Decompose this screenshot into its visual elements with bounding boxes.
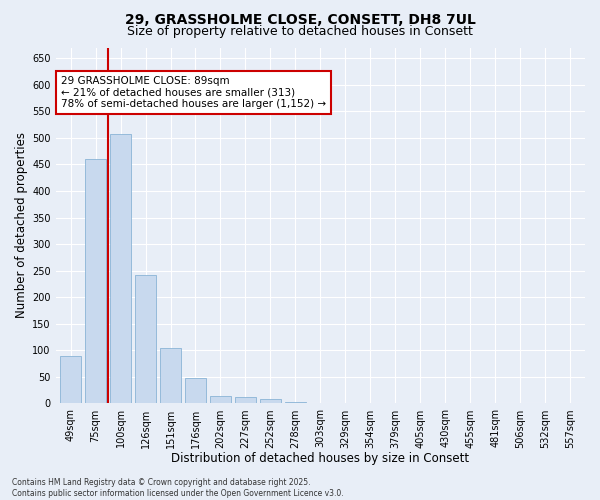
Bar	[310, 403, 331, 404]
Bar	[135, 275, 156, 404]
Y-axis label: Number of detached properties: Number of detached properties	[15, 132, 28, 318]
Text: Contains HM Land Registry data © Crown copyright and database right 2025.
Contai: Contains HM Land Registry data © Crown c…	[12, 478, 344, 498]
X-axis label: Distribution of detached houses by size in Consett: Distribution of detached houses by size …	[171, 452, 469, 465]
Text: Size of property relative to detached houses in Consett: Size of property relative to detached ho…	[127, 25, 473, 38]
Bar	[210, 396, 231, 404]
Bar	[160, 348, 181, 404]
Bar	[285, 402, 306, 404]
Bar	[260, 399, 281, 404]
Bar	[60, 356, 81, 404]
Bar	[110, 134, 131, 404]
Bar	[85, 159, 106, 404]
Bar	[559, 403, 581, 404]
Bar	[185, 378, 206, 404]
Bar	[509, 403, 530, 404]
Text: 29, GRASSHOLME CLOSE, CONSETT, DH8 7UL: 29, GRASSHOLME CLOSE, CONSETT, DH8 7UL	[125, 12, 475, 26]
Bar	[410, 403, 431, 404]
Text: 29 GRASSHOLME CLOSE: 89sqm
← 21% of detached houses are smaller (313)
78% of sem: 29 GRASSHOLME CLOSE: 89sqm ← 21% of deta…	[61, 76, 326, 109]
Bar	[235, 397, 256, 404]
